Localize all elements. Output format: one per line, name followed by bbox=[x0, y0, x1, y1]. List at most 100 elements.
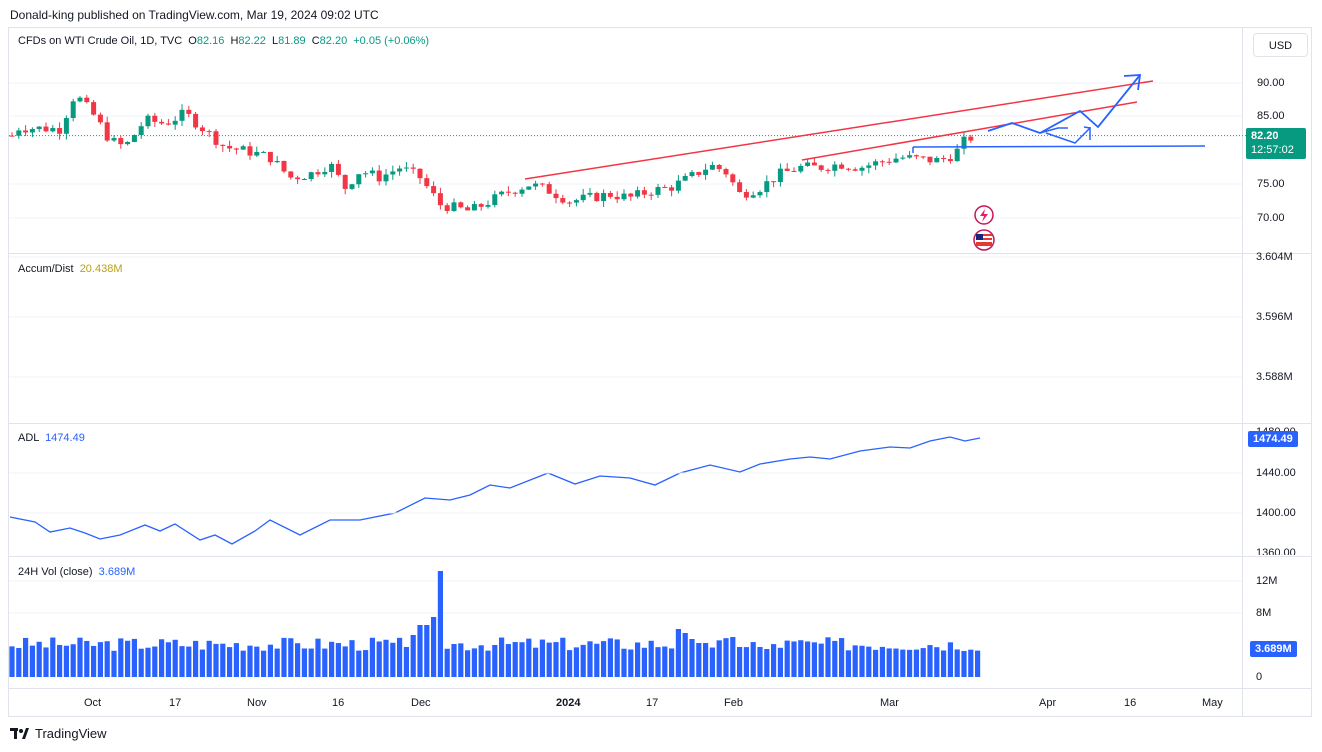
price-axis-label: 70.00 bbox=[1257, 212, 1285, 224]
volume-bar bbox=[512, 642, 518, 677]
candle-body bbox=[825, 169, 831, 171]
pane-divider-1 bbox=[8, 253, 1312, 254]
price-legend: CFDs on WTI Crude Oil, 1D, TVC O82.16 H8… bbox=[18, 35, 429, 47]
volume-bar bbox=[777, 647, 783, 677]
volume-bar bbox=[458, 643, 464, 677]
adl-legend: ADL 1474.49 bbox=[18, 432, 85, 444]
time-axis-label: Oct bbox=[84, 697, 102, 709]
tradingview-footer[interactable]: TradingView bbox=[10, 726, 107, 741]
candle-body bbox=[750, 195, 756, 198]
candle-body bbox=[839, 164, 845, 169]
candle-body bbox=[723, 169, 729, 175]
candle-body bbox=[417, 168, 423, 179]
volume-bar bbox=[655, 647, 661, 677]
volume-bar bbox=[961, 650, 967, 677]
price-axis-divider bbox=[1242, 27, 1243, 717]
volume-bar bbox=[594, 643, 600, 677]
volume-bar bbox=[295, 643, 301, 677]
volume-bar bbox=[560, 637, 566, 677]
volume-bar bbox=[730, 637, 736, 677]
candle-body bbox=[920, 156, 926, 158]
candle-body bbox=[682, 175, 688, 181]
volume-bar bbox=[478, 645, 484, 677]
candle-body bbox=[261, 151, 267, 153]
currency-button[interactable]: USD bbox=[1253, 33, 1308, 57]
publisher-line: Donald-king published on TradingView.com… bbox=[10, 8, 379, 22]
volume-bar bbox=[50, 637, 56, 677]
candle-body bbox=[743, 192, 749, 198]
adl-value: 1474.49 bbox=[45, 432, 85, 444]
volume-bar bbox=[437, 571, 443, 677]
candle-body bbox=[9, 135, 15, 137]
candle-body bbox=[771, 181, 777, 183]
volume-bar bbox=[281, 637, 287, 677]
candle-body bbox=[954, 148, 960, 162]
volume-bar bbox=[213, 643, 219, 677]
time-axis-label: 17 bbox=[169, 697, 182, 709]
volume-bar bbox=[757, 647, 763, 677]
candle-body bbox=[91, 102, 97, 115]
pane-divider-2 bbox=[8, 423, 1312, 424]
candle-body bbox=[675, 180, 681, 191]
volume-bar bbox=[750, 642, 756, 677]
candle-body bbox=[335, 163, 341, 175]
flag-canton bbox=[976, 234, 983, 240]
volume-bar bbox=[737, 647, 743, 677]
candle-body bbox=[363, 173, 369, 175]
volume-bar bbox=[131, 638, 137, 677]
candle-body bbox=[295, 177, 301, 180]
volume-bar bbox=[376, 641, 382, 677]
candle-body bbox=[36, 126, 42, 130]
volume-bar bbox=[526, 638, 532, 677]
candle-body bbox=[696, 172, 702, 175]
adl-axis-label: 1480.00 bbox=[1256, 426, 1296, 433]
volume-bar bbox=[199, 649, 205, 677]
candle-body bbox=[193, 113, 199, 128]
candle-body bbox=[356, 174, 362, 185]
adl-axis-label: 1440.00 bbox=[1256, 467, 1296, 479]
volume-bar bbox=[879, 646, 885, 677]
volume-bar bbox=[159, 639, 165, 677]
candle-body bbox=[628, 193, 634, 197]
candle-body bbox=[893, 158, 899, 163]
candle-body bbox=[159, 121, 165, 124]
candle-body bbox=[730, 174, 736, 183]
volume-bar bbox=[533, 647, 539, 677]
candle-body bbox=[526, 186, 532, 190]
volume-bar bbox=[662, 646, 668, 677]
accum-dist-label[interactable]: Accum/Dist bbox=[18, 263, 74, 275]
candle-body bbox=[580, 194, 586, 201]
candle-body bbox=[274, 160, 280, 163]
volume-bar bbox=[84, 640, 90, 677]
projection-path-1 bbox=[987, 74, 1141, 134]
candle-body bbox=[764, 181, 770, 193]
candle-body bbox=[607, 193, 613, 197]
price-axis-label: 85.00 bbox=[1257, 110, 1285, 122]
candle-body bbox=[111, 138, 117, 141]
adl-label[interactable]: ADL bbox=[18, 432, 39, 444]
volume-bar bbox=[261, 650, 267, 677]
volume-label[interactable]: 24H Vol (close) bbox=[18, 566, 93, 578]
volume-value: 3.689M bbox=[98, 566, 136, 578]
volume-bar bbox=[492, 645, 498, 677]
volume-bar bbox=[220, 643, 226, 677]
candle-body bbox=[288, 171, 294, 178]
time-axis-label: Mar bbox=[880, 697, 899, 709]
accum-axis-label: 3.604M bbox=[1256, 251, 1293, 263]
support-line bbox=[912, 145, 1206, 148]
candle-body bbox=[866, 165, 872, 168]
volume-bar bbox=[301, 648, 307, 677]
candle-body bbox=[777, 168, 783, 183]
volume-bar bbox=[784, 640, 790, 677]
candle-body bbox=[594, 192, 600, 202]
volume-bar bbox=[635, 642, 641, 677]
time-axis-label: May bbox=[1202, 697, 1223, 709]
volume-bar bbox=[23, 637, 29, 677]
candle-body bbox=[791, 170, 797, 172]
candle-body bbox=[907, 155, 913, 158]
volume-bar bbox=[254, 646, 260, 677]
volume-bar bbox=[900, 649, 906, 677]
volume-bar bbox=[240, 650, 246, 677]
symbol-title[interactable]: CFDs on WTI Crude Oil, 1D, TVC bbox=[18, 35, 183, 47]
